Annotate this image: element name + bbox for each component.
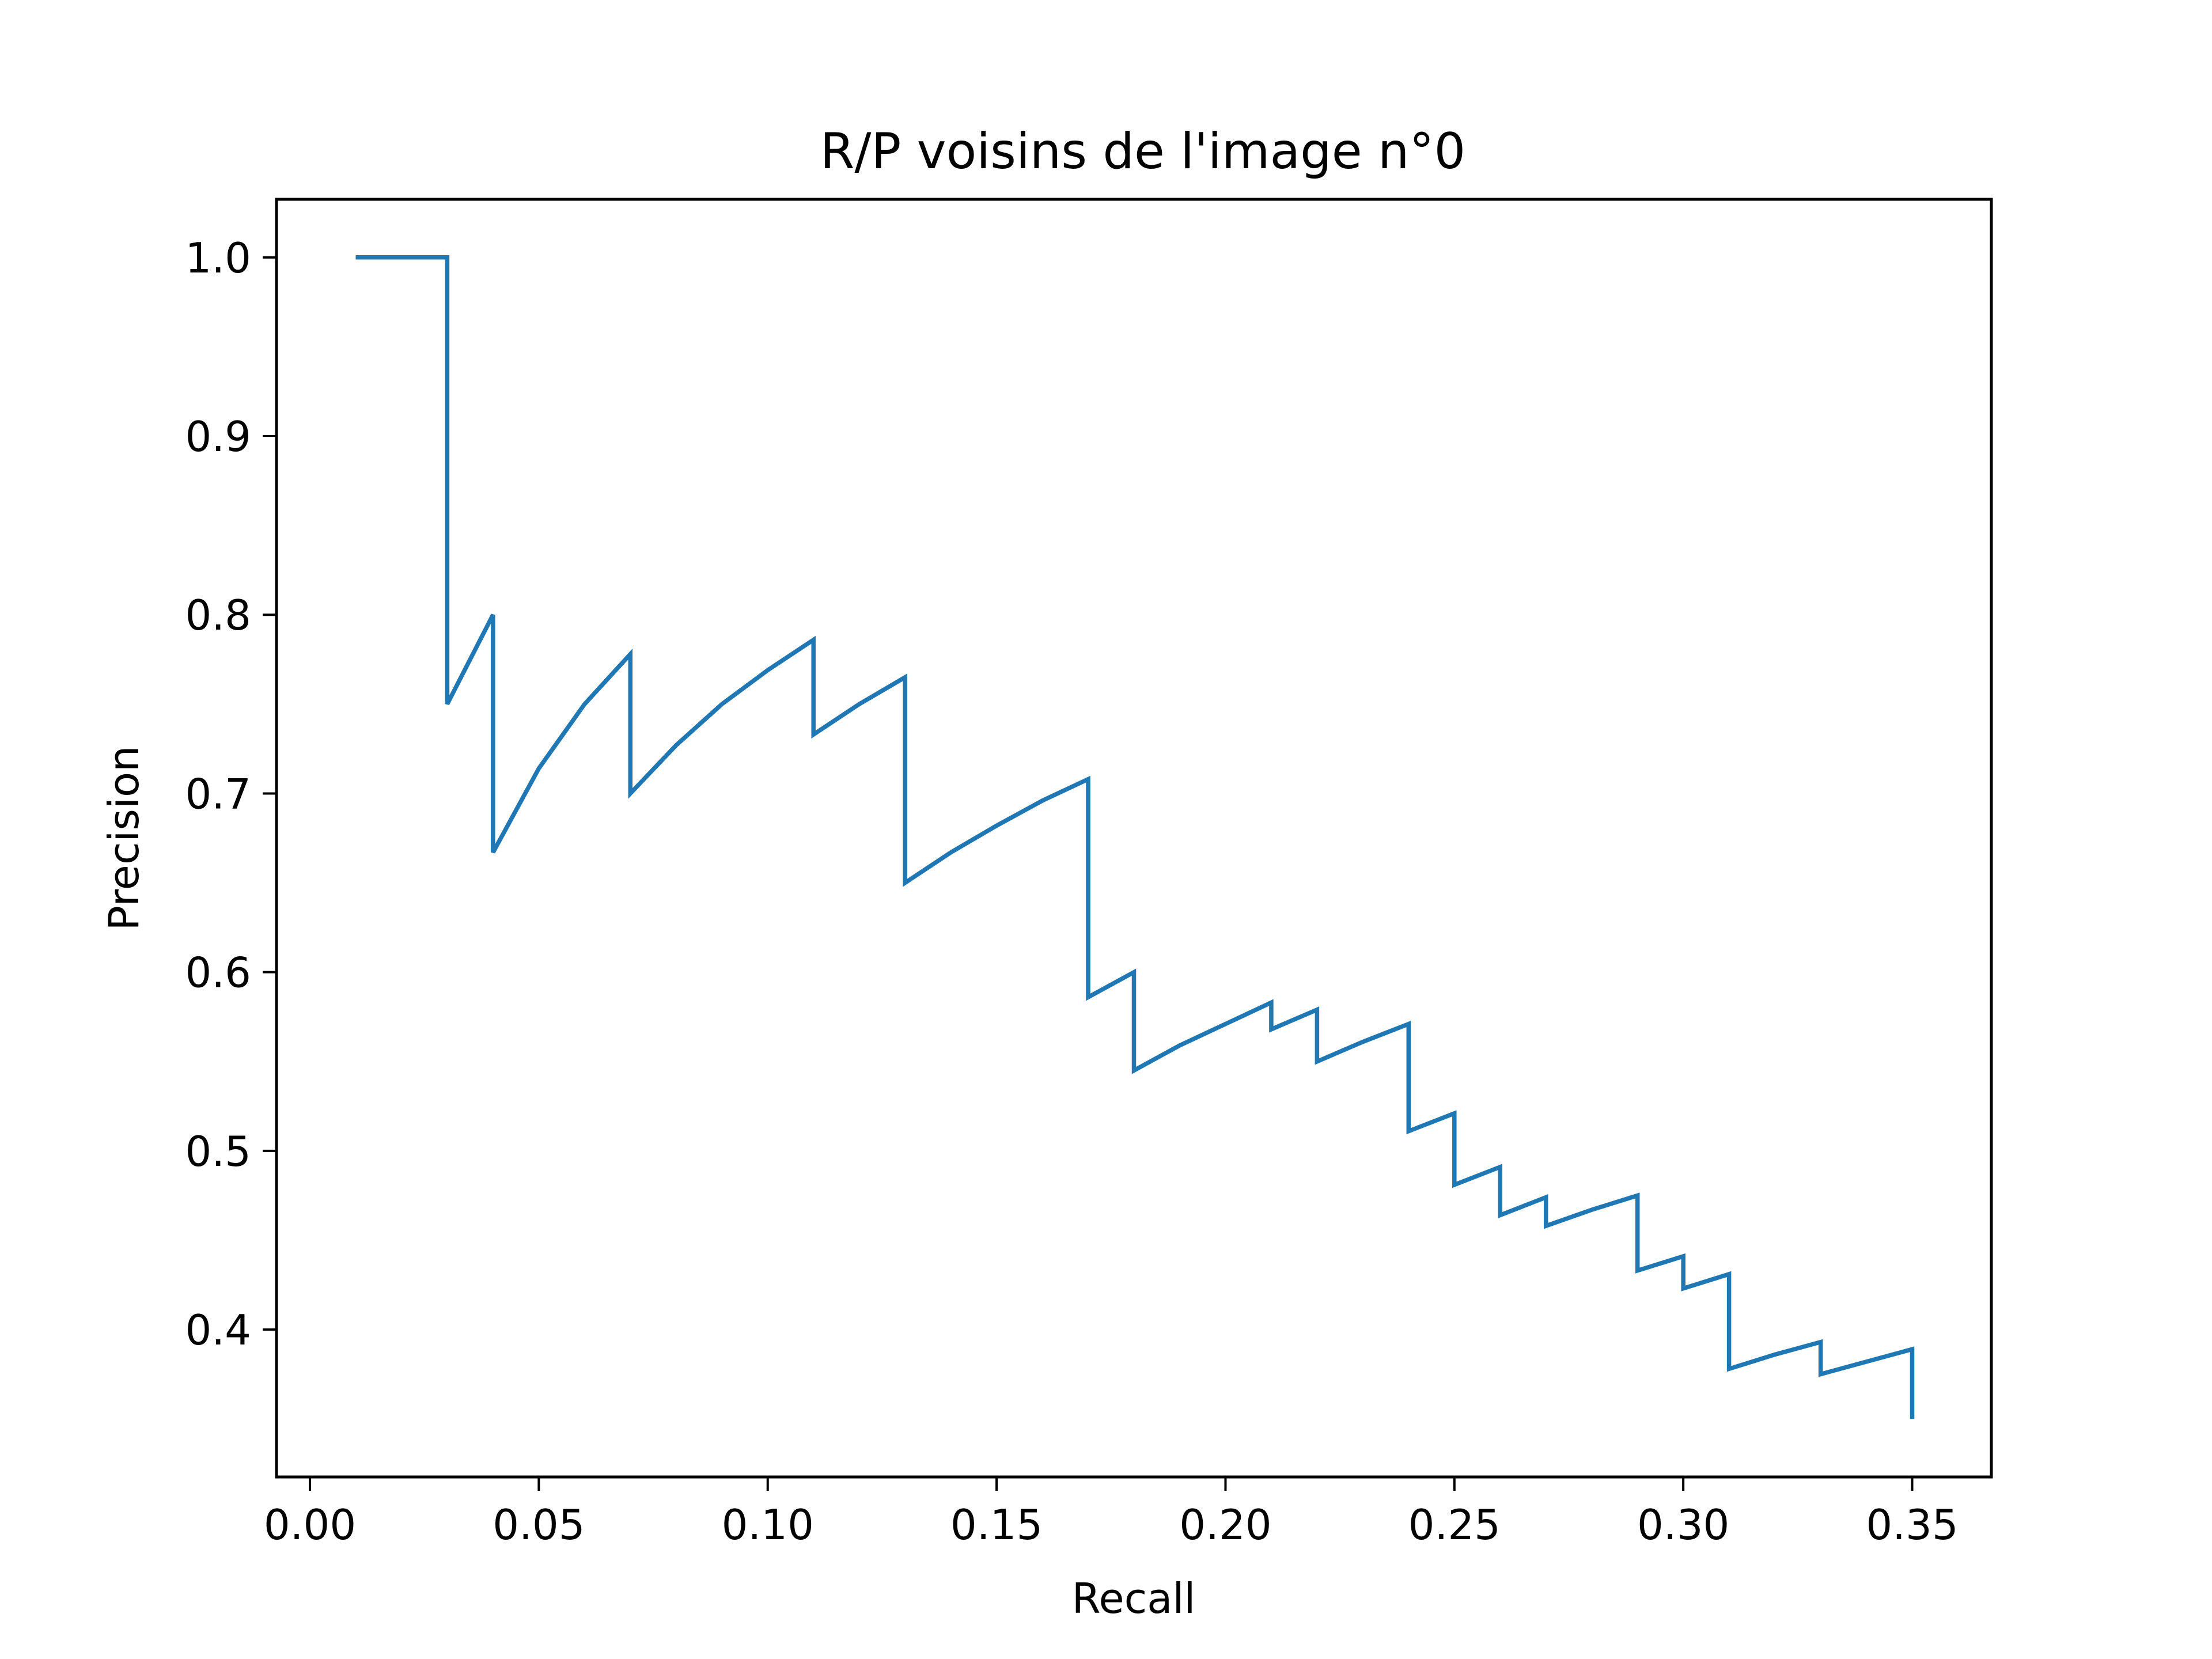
y-tick-label: 0.6 <box>185 949 251 997</box>
x-tick-label: 0.05 <box>493 1501 585 1549</box>
x-axis-label: Recall <box>1072 1574 1196 1623</box>
y-tick-label: 0.8 <box>185 591 251 639</box>
x-tick-label: 0.10 <box>722 1501 814 1549</box>
y-tick-label: 0.7 <box>185 770 251 818</box>
chart-title: R/P voisins de l'image n°0 <box>820 123 1465 180</box>
y-tick-label: 0.9 <box>185 412 251 461</box>
plot-frame <box>275 198 1993 1479</box>
x-tick-label: 0.00 <box>264 1501 356 1549</box>
y-tick-label: 1.0 <box>185 234 251 282</box>
y-tick-label: 0.5 <box>185 1127 251 1176</box>
x-tick-label: 0.15 <box>950 1501 1043 1549</box>
series-line <box>355 255 1915 1419</box>
series-layer <box>355 255 1915 1419</box>
x-tick-label: 0.25 <box>1408 1501 1501 1549</box>
y-tick-label: 0.4 <box>185 1306 251 1354</box>
x-axis: 0.00 0.05 0.10 0.15 0.20 0.25 0.30 0.35 <box>264 1477 1959 1549</box>
y-axis-label: Precision <box>100 745 148 930</box>
y-axis: 0.4 0.5 0.6 0.7 0.8 0.9 1.0 <box>185 234 276 1354</box>
x-tick-label: 0.35 <box>1866 1501 1958 1549</box>
x-tick-label: 0.20 <box>1179 1501 1271 1549</box>
x-tick-label: 0.30 <box>1637 1501 1729 1549</box>
